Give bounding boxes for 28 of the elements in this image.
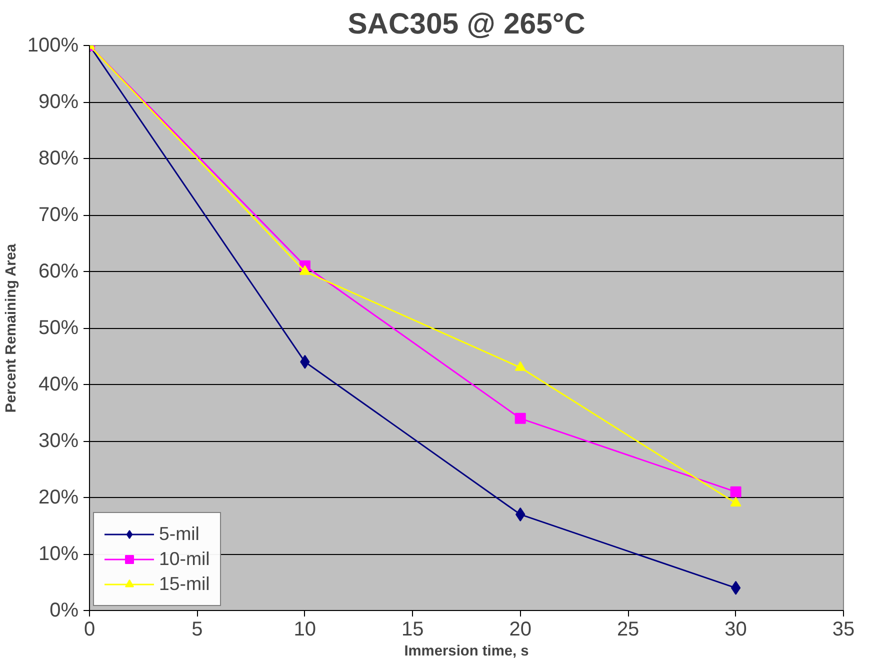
y-tick-label: 80%	[38, 148, 79, 170]
x-tick-label: 10	[294, 618, 316, 640]
y-tick-label: 10%	[38, 543, 79, 565]
chart-title: SAC305 @ 265°C	[348, 8, 586, 40]
x-tick-label: 15	[402, 618, 424, 640]
y-axis-title: Percent Remaining Area	[3, 242, 20, 413]
y-tick-label: 0%	[50, 600, 79, 622]
point	[730, 486, 742, 498]
x-tick-label: 5	[192, 618, 203, 640]
y-tick-label: 20%	[38, 486, 79, 508]
y-tick-label: 70%	[38, 204, 79, 226]
x-axis-title: Immersion time, s	[404, 644, 529, 660]
x-tick-label: 0	[84, 618, 96, 640]
y-tick-label: 50%	[38, 317, 79, 339]
y-tick-label: 40%	[38, 374, 79, 396]
y-tick-label: 30%	[38, 430, 79, 452]
point	[514, 412, 526, 424]
y-tick-label: 90%	[38, 91, 79, 113]
legend-label: 5-mil	[159, 523, 200, 545]
y-tick-label: 60%	[38, 260, 79, 282]
legend-label: 15-mil	[159, 573, 210, 595]
x-tick-label: 35	[832, 618, 855, 640]
x-tick-label: 20	[509, 618, 532, 640]
legend-label: 10-mil	[159, 548, 210, 570]
x-tick-label: 25	[616, 618, 640, 640]
y-tick-label: 100%	[27, 34, 79, 56]
x-tick-label: 30	[724, 618, 747, 640]
point	[730, 580, 741, 595]
